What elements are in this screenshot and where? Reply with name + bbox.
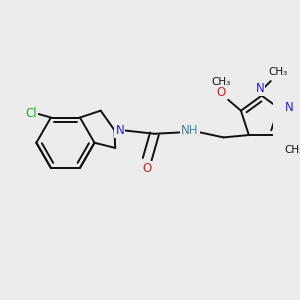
Text: CH₃: CH₃ [268, 67, 288, 77]
Text: NH: NH [181, 124, 199, 136]
Text: N: N [116, 124, 124, 136]
Text: N: N [256, 82, 264, 95]
Text: Cl: Cl [25, 107, 37, 120]
Text: CH₃: CH₃ [211, 76, 231, 87]
Text: O: O [216, 86, 226, 99]
Text: O: O [142, 162, 152, 175]
Text: N: N [285, 100, 294, 114]
Text: CH₃: CH₃ [285, 145, 300, 154]
